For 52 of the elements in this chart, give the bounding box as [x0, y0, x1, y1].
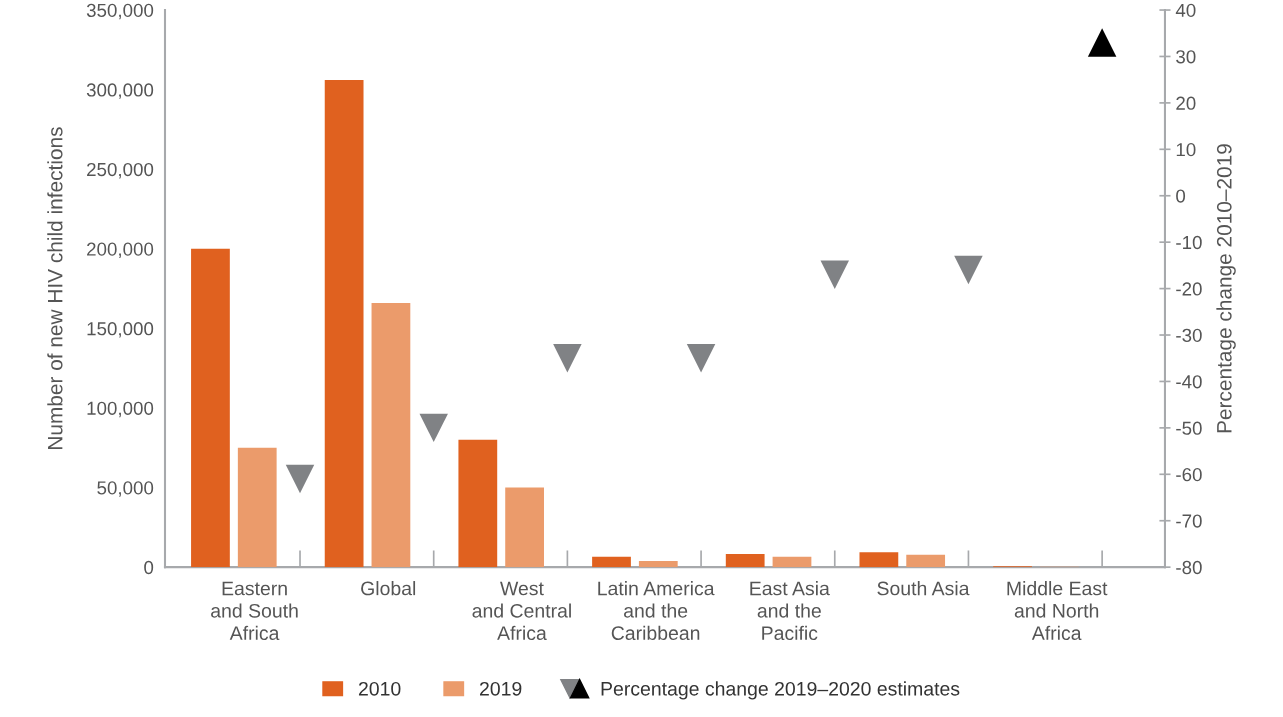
y2-tick-label: 10: [1176, 143, 1196, 157]
y2-tick-label: -30: [1176, 328, 1202, 342]
y-tick-label: 100,000: [87, 401, 154, 418]
x-tick-label: Middle East and North Africa: [1007, 581, 1108, 641]
y-tick-label: 0: [144, 560, 154, 575]
y2-tick-label: -70: [1176, 514, 1202, 528]
y2-tick-label: -80: [1176, 560, 1202, 575]
y-tick-label: 350,000: [86, 3, 154, 20]
y2-tick-label: 30: [1176, 50, 1196, 64]
legend-label: 2010: [358, 681, 401, 696]
y2-tick-label: 20: [1176, 96, 1196, 110]
bar: [859, 552, 899, 568]
y-tick-label: 50,000: [97, 481, 154, 497]
point: [553, 344, 582, 373]
y2-tick-label: 0: [1176, 189, 1186, 203]
y2-tick-label: -60: [1176, 468, 1202, 482]
bar: [505, 487, 544, 568]
y-tick-label: 150,000: [87, 322, 154, 338]
y-axis-title: Number of new HIV child infections: [47, 127, 63, 449]
x-tick-label: East Asia and the Pacific: [750, 581, 830, 641]
point: [419, 413, 448, 443]
bar: [324, 80, 364, 568]
point: [820, 260, 849, 289]
y2-tick-label: -40: [1176, 375, 1202, 389]
y-tick-label: 300,000: [86, 83, 154, 99]
point: [954, 255, 983, 285]
bar: [191, 248, 230, 568]
y-tick-label: 250,000: [87, 162, 154, 179]
point: [285, 464, 315, 494]
bar: [458, 439, 498, 568]
bar: [371, 302, 411, 568]
x-tick-label: Latin America and the Caribbean: [598, 581, 715, 641]
x-tick-label: South Asia: [877, 581, 970, 596]
x-tick-label: Global: [361, 581, 416, 596]
bar: [906, 554, 946, 568]
legend-label: 2019: [480, 681, 522, 696]
legend-label: Percentage change 2019–2020 estimates: [601, 681, 960, 700]
y2-tick-label: 40: [1175, 3, 1196, 18]
x-tick-label: West and Central Africa: [472, 581, 571, 641]
y2-tick-label: -50: [1176, 421, 1202, 435]
bar: [772, 556, 812, 568]
bar: [592, 556, 631, 568]
y-tick-label: 200,000: [87, 242, 154, 258]
point: [1087, 28, 1117, 57]
bar: [725, 554, 765, 568]
bar: [237, 447, 277, 568]
x-tick-label: Eastern and South Africa: [211, 581, 298, 641]
y2-tick-label: -10: [1176, 235, 1202, 250]
y2-tick-label: -20: [1176, 282, 1202, 296]
y2-axis-title: Percentage change 2010–2019: [1216, 144, 1236, 433]
bar: [638, 561, 678, 568]
point: [686, 344, 716, 373]
